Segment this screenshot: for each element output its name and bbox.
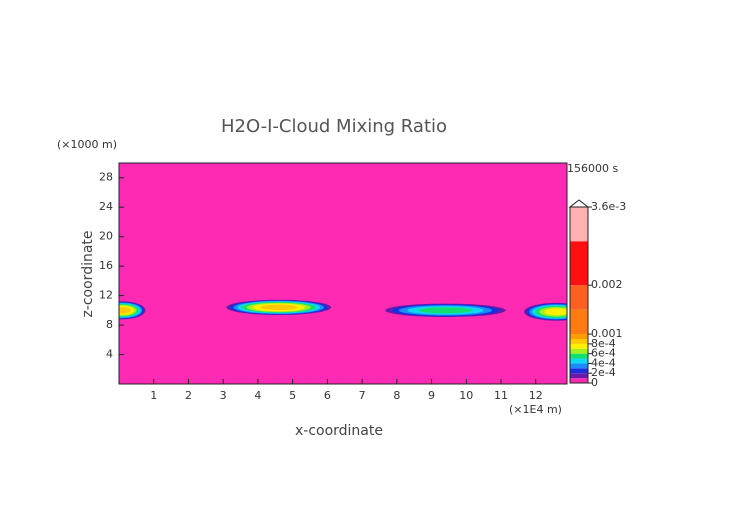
colorbar-tick-label: 2e-4 (591, 366, 616, 379)
x-unit: (×1E4 m) (509, 403, 562, 416)
y-tick-label: 24 (99, 200, 113, 213)
x-tick-label: 12 (529, 389, 543, 402)
colorbar-band (570, 373, 588, 379)
colorbar-band (570, 358, 588, 364)
x-tick-label: 8 (393, 389, 400, 402)
time-label: 156000 s (567, 162, 618, 175)
plot-area (119, 163, 567, 384)
colorbar-band (570, 339, 588, 344)
x-tick-label: 10 (459, 389, 473, 402)
field-background (119, 163, 567, 384)
x-tick-label: 5 (289, 389, 296, 402)
colorbar-band (570, 334, 588, 339)
y-tick-label: 28 (99, 171, 113, 184)
colorbar-tick-label: 3.6e-3 (591, 200, 626, 213)
x-tick-label: 9 (428, 389, 435, 402)
axes: 1 2 3 4 5 6 7 8 9 10 11 1248121620242802e-44e-46e-4… (99, 162, 626, 402)
x-tick-label: 11 (494, 389, 508, 402)
x-tick-label: 4 (254, 389, 261, 402)
x-tick-label: 2 (185, 389, 192, 402)
colorbar-band (570, 363, 588, 369)
colorbar-band (570, 348, 588, 354)
y-tick-label: 12 (99, 289, 113, 302)
y-tick-label: 4 (106, 348, 113, 361)
colorbar-tick-label: 8e-4 (591, 337, 616, 350)
plot-frame (118, 162, 568, 385)
y-unit: (×1000 m) (57, 138, 117, 151)
colorbar-band (570, 368, 588, 374)
x-tick-label: 1 (150, 389, 157, 402)
x-tick-label: 3 (220, 389, 227, 402)
contour-band (260, 304, 298, 311)
chart-title: H2O-I-Cloud Mixing Ratio (221, 116, 447, 137)
colorbar-band (570, 285, 588, 310)
contour-band (544, 308, 567, 316)
x-tick-label: 7 (359, 389, 366, 402)
colorbar-tick-label: 0 (591, 376, 598, 389)
x-axis-label: x-coordinate (295, 423, 383, 439)
colorbar-tick-label: 0.002 (591, 278, 623, 291)
colorbar-tick-label: 0.001 (591, 327, 623, 340)
colorbar-tick-label: 6e-4 (591, 347, 616, 360)
colorbar-arrow (568, 199, 590, 208)
colorbar-band (570, 378, 588, 383)
colorbar-band (570, 343, 588, 349)
colorbar-band (570, 309, 588, 335)
contour-band (119, 307, 131, 314)
y-tick-label: 8 (106, 318, 113, 331)
y-axis-label: z-coordinate (80, 230, 96, 317)
colorbar-tick-label: 4e-4 (591, 356, 616, 369)
y-tick-label: 16 (99, 259, 113, 272)
contour-band (418, 307, 473, 314)
y-tick-label: 20 (99, 230, 113, 243)
colorbar-band (570, 353, 588, 359)
colorbar-band (570, 207, 588, 242)
colorbar-band (570, 241, 588, 286)
x-tick-label: 6 (324, 389, 331, 402)
